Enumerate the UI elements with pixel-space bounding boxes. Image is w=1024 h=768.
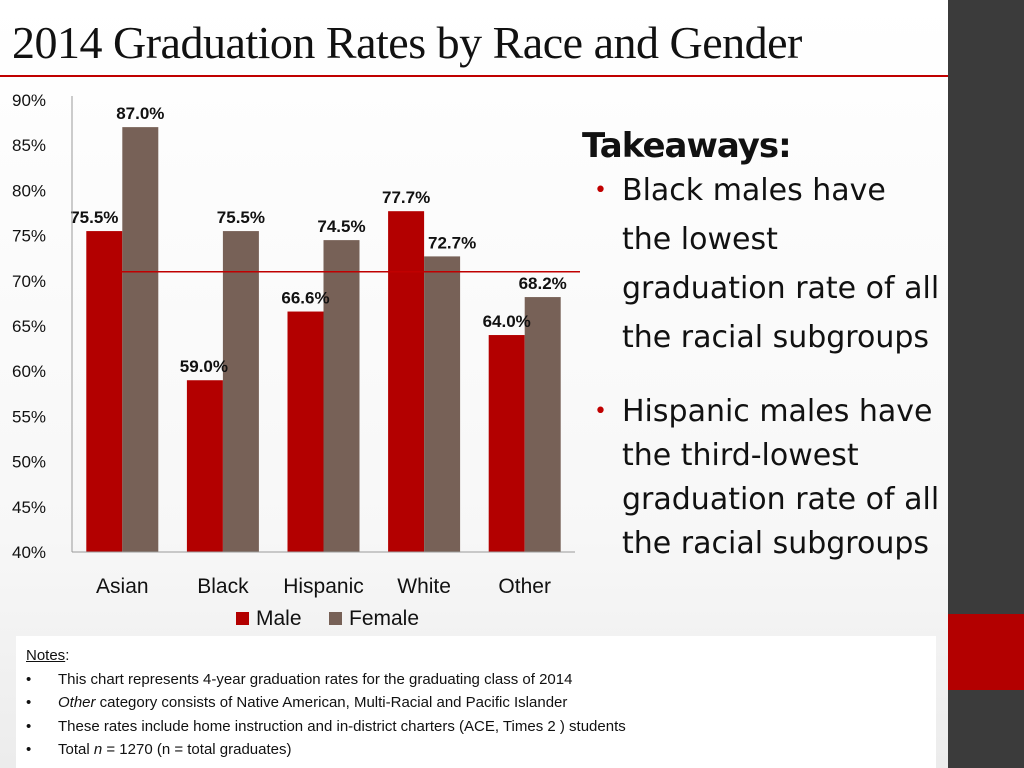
x-category-label: Black bbox=[197, 575, 249, 598]
female-bar-white bbox=[424, 256, 461, 552]
bullet-icon: • bbox=[26, 694, 32, 711]
chart-legend: Male Female bbox=[236, 607, 419, 630]
female-bar-hispanic bbox=[323, 240, 360, 552]
female-bar-other bbox=[524, 297, 561, 552]
x-category-label: Hispanic bbox=[283, 575, 364, 598]
y-tick-label: 50% bbox=[12, 453, 46, 472]
notes-heading: Notes: bbox=[26, 647, 70, 664]
female-value-label-other: 68.2% bbox=[519, 274, 567, 293]
bullet-icon: • bbox=[26, 741, 32, 758]
y-tick-label: 85% bbox=[12, 136, 46, 155]
note-item: • Other category consists of Native Ameri… bbox=[26, 691, 926, 715]
x-category-label: White bbox=[397, 575, 451, 598]
takeaways-heading: Takeaways: bbox=[582, 126, 792, 166]
female-value-label-black: 75.5% bbox=[217, 208, 265, 227]
male-value-label-white: 77.7% bbox=[382, 188, 430, 207]
male-bar-white bbox=[388, 211, 425, 552]
bullet-icon: • bbox=[594, 178, 607, 203]
notes-list: • This chart represents 4-year graduation… bbox=[26, 668, 926, 762]
y-tick-label: 65% bbox=[12, 317, 46, 336]
note-item: • Total n = 1270 (n = total graduates) bbox=[26, 738, 926, 762]
note-item: • This chart represents 4-year graduation… bbox=[26, 668, 926, 692]
y-tick-label: 70% bbox=[12, 272, 46, 291]
takeaways-list: • Black males have the lowest graduation… bbox=[582, 166, 942, 566]
y-axis-ticks: 40% 45% 50% 55% 60% 65% 70% 75% 80% 85% 90% bbox=[12, 91, 46, 562]
takeaway-item: • Hispanic males have the third-lowest g… bbox=[582, 390, 942, 566]
right-red-accent-block bbox=[948, 614, 1024, 690]
takeaway-text: Black males have the lowest graduation r… bbox=[622, 173, 940, 355]
male-bar-asian bbox=[86, 231, 123, 552]
male-bar-black bbox=[186, 380, 223, 552]
bullet-icon: • bbox=[26, 717, 32, 735]
male-bar-hispanic bbox=[287, 311, 324, 552]
legend-female-swatch bbox=[329, 612, 342, 625]
male-value-label-black: 59.0% bbox=[180, 357, 228, 376]
takeaway-item: • Black males have the lowest graduation… bbox=[582, 166, 942, 362]
x-category-label: Other bbox=[498, 575, 551, 598]
takeaways-panel: Takeaways: • Black males have the lowest… bbox=[582, 126, 942, 566]
legend-female-label: Female bbox=[349, 607, 419, 630]
legend-male-label: Male bbox=[256, 607, 302, 630]
y-tick-label: 75% bbox=[12, 227, 46, 246]
slide-title: 2014 Graduation Rates by Race and Gender bbox=[12, 17, 802, 68]
note-item: • These rates include home instruction an… bbox=[26, 715, 926, 739]
female-value-label-white: 72.7% bbox=[428, 233, 476, 252]
notes-box: Notes: • This chart represents 4-year gra… bbox=[16, 636, 936, 768]
male-value-label-other: 64.0% bbox=[483, 312, 531, 331]
female-bar-black bbox=[222, 231, 259, 552]
y-tick-label: 40% bbox=[12, 543, 46, 562]
female-value-label-asian: 87.0% bbox=[116, 104, 164, 123]
male-bar-other bbox=[488, 335, 525, 552]
bullet-icon: • bbox=[26, 670, 32, 688]
x-category-label: Asian bbox=[96, 575, 149, 598]
title-divider bbox=[0, 75, 948, 77]
y-tick-label: 80% bbox=[12, 181, 46, 200]
legend-male-swatch bbox=[236, 612, 249, 625]
bullet-icon: • bbox=[594, 399, 607, 424]
female-bar-asian bbox=[122, 127, 159, 552]
takeaway-text: Hispanic males have the third-lowest gra… bbox=[622, 394, 940, 561]
bar-series bbox=[86, 127, 561, 552]
female-value-label-hispanic: 74.5% bbox=[317, 217, 365, 236]
x-axis-categories: Asian Black Hispanic White Other bbox=[96, 575, 551, 598]
male-value-label-hispanic: 66.6% bbox=[281, 289, 329, 308]
graduation-bar-chart: 40% 45% 50% 55% 60% 65% 70% 75% 80% 85% 90% 75.5% 8… bbox=[12, 91, 580, 630]
y-tick-label: 45% bbox=[12, 498, 46, 517]
male-value-label-asian: 75.5% bbox=[70, 208, 118, 227]
y-tick-label: 55% bbox=[12, 407, 46, 426]
y-tick-label: 90% bbox=[12, 91, 46, 110]
y-tick-label: 60% bbox=[12, 362, 46, 381]
data-labels: 75.5% 87.0% 59.0% 75.5% 66.6% 74.5% 77.7% 72.7%… bbox=[70, 104, 567, 376]
